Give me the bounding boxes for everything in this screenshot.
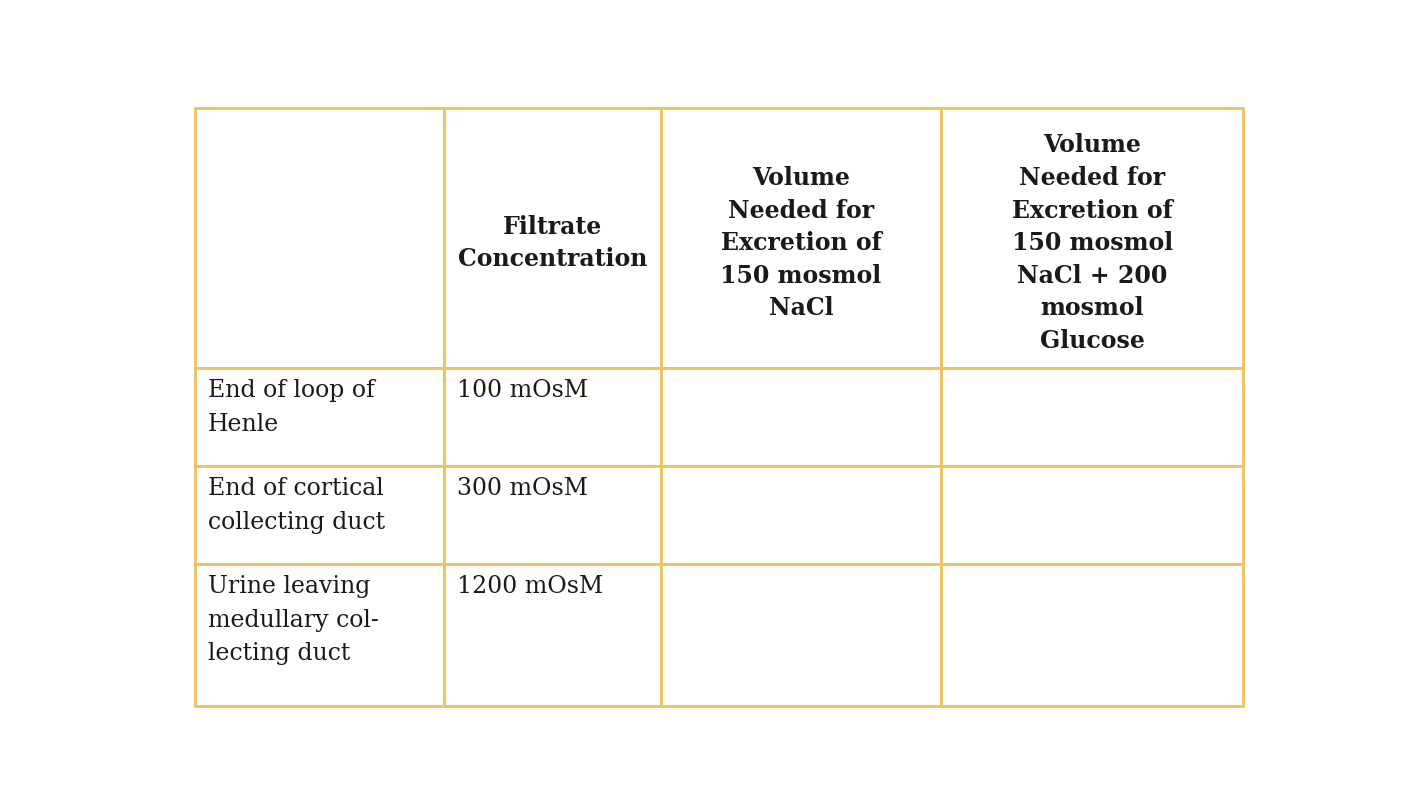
Bar bbox=[443, 466, 661, 563]
Bar bbox=[195, 108, 443, 368]
Text: Volume
Needed for
Excretion of
150 mosmol
NaCl: Volume Needed for Excretion of 150 mosmo… bbox=[721, 166, 881, 320]
Text: Urine leaving
medullary col-
lecting duct: Urine leaving medullary col- lecting duc… bbox=[208, 575, 379, 666]
Text: Volume
Needed for
Excretion of
150 mosmol
NaCl + 200
mosmol
Glucose: Volume Needed for Excretion of 150 mosmo… bbox=[1012, 134, 1173, 353]
Bar bbox=[195, 368, 443, 466]
Bar bbox=[195, 563, 443, 706]
Bar bbox=[941, 108, 1243, 368]
Text: Filtrate
Concentration: Filtrate Concentration bbox=[457, 215, 647, 272]
Text: End of loop of
Henle: End of loop of Henle bbox=[208, 379, 375, 436]
Text: 1200 mOsM: 1200 mOsM bbox=[457, 575, 603, 598]
Bar bbox=[443, 563, 661, 706]
Bar bbox=[661, 563, 941, 706]
Bar bbox=[941, 368, 1243, 466]
Bar bbox=[661, 466, 941, 563]
Bar bbox=[443, 108, 661, 368]
Bar bbox=[941, 563, 1243, 706]
Bar bbox=[941, 466, 1243, 563]
Text: End of cortical
collecting duct: End of cortical collecting duct bbox=[208, 477, 384, 534]
Text: 100 mOsM: 100 mOsM bbox=[457, 379, 588, 402]
Bar bbox=[443, 368, 661, 466]
Bar bbox=[195, 466, 443, 563]
Text: 300 mOsM: 300 mOsM bbox=[457, 477, 588, 500]
Bar bbox=[661, 108, 941, 368]
Bar bbox=[661, 368, 941, 466]
